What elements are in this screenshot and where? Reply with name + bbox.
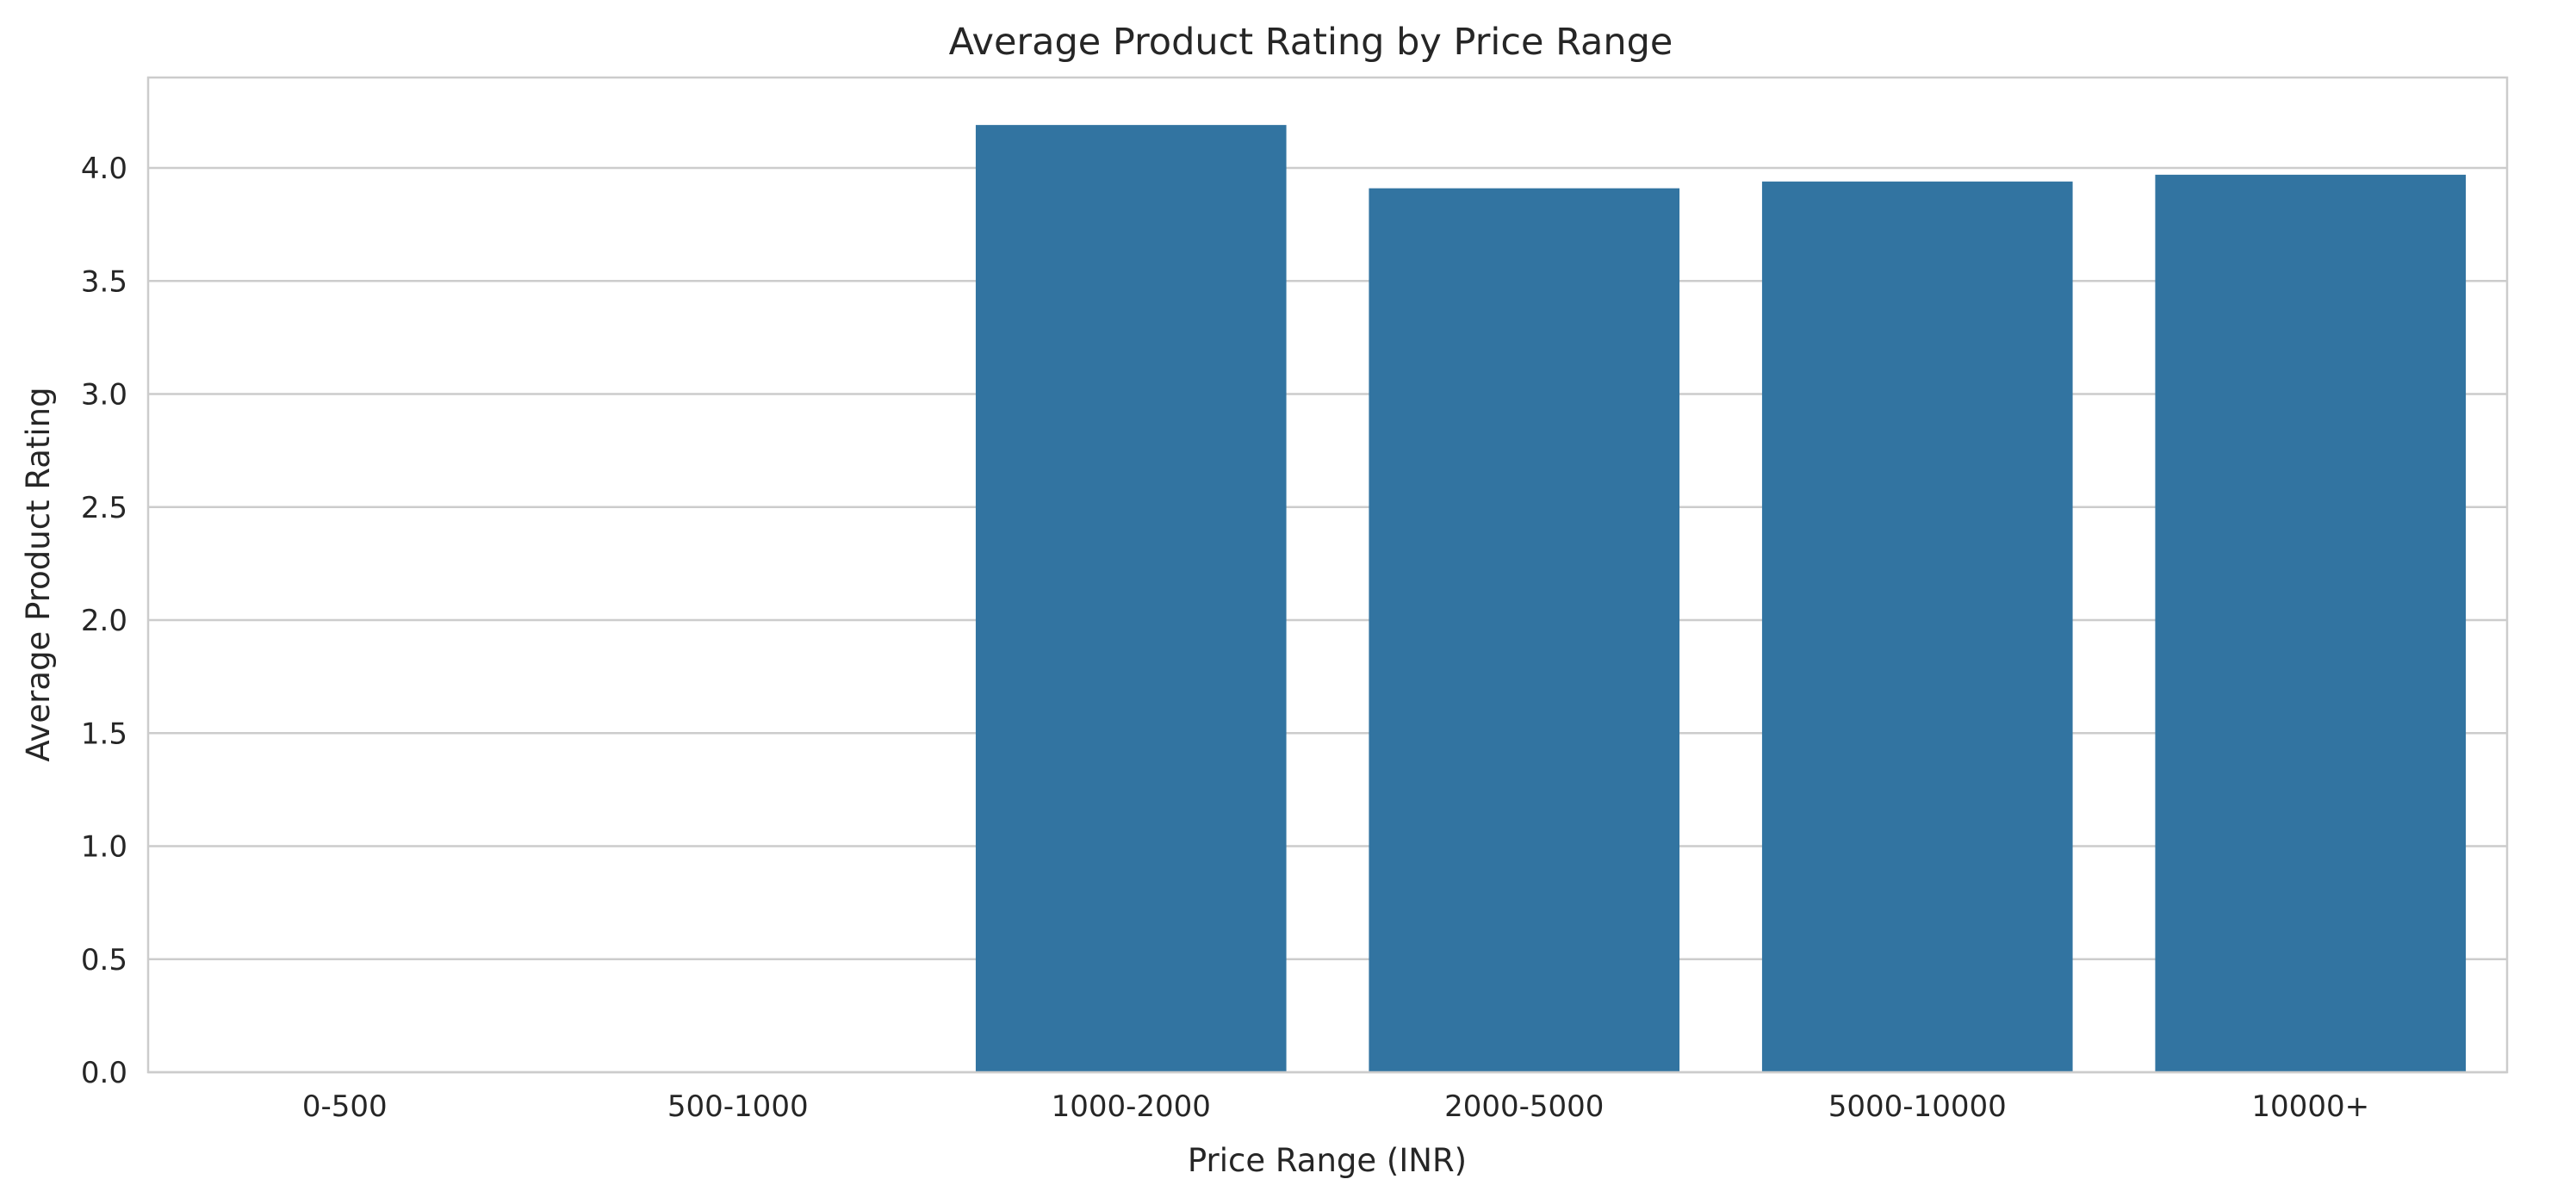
x-tick-labels: 0-500 500-1000 1000-2000 2000-5000 5000-1000… — [302, 1089, 2369, 1124]
plot-frame — [146, 76, 2509, 1074]
y-tick-label: 0.5 — [81, 943, 127, 977]
y-tick-label: 2.0 — [81, 604, 127, 638]
y-tick-label: 2.5 — [81, 491, 127, 525]
chart-title: Average Product Rating by Price Range — [949, 21, 1673, 64]
y-tick-label: 0.0 — [81, 1056, 127, 1090]
x-tick-label: 10000+ — [2251, 1089, 2369, 1124]
y-tick-label: 3.0 — [81, 378, 127, 413]
bars — [975, 125, 2467, 1072]
y-axis-label: Average Product Rating — [20, 387, 57, 761]
bar-10000+ — [2155, 174, 2467, 1072]
bar-5000-10000 — [1761, 181, 2073, 1072]
x-tick-label: 2000-5000 — [1444, 1089, 1604, 1124]
x-tick-label: 1000-2000 — [1052, 1089, 1211, 1124]
y-gridlines — [148, 166, 2507, 1074]
x-tick-label: 0-500 — [302, 1089, 388, 1124]
y-tick-label: 1.0 — [81, 830, 127, 865]
y-tick-label: 1.5 — [81, 717, 127, 751]
x-axis-label: Price Range (INR) — [1188, 1142, 1467, 1179]
y-tick-labels: 0.0 0.5 1.0 1.5 2.0 2.5 3.0 3.5 4.0 — [81, 152, 127, 1090]
y-tick-label: 3.5 — [81, 264, 127, 299]
x-tick-label: 5000-10000 — [1828, 1089, 2007, 1124]
x-tick-label: 500-1000 — [667, 1089, 809, 1124]
bar-2000-5000 — [1369, 188, 1680, 1072]
y-tick-label: 4.0 — [81, 152, 127, 186]
bar-1000-2000 — [975, 125, 1287, 1072]
